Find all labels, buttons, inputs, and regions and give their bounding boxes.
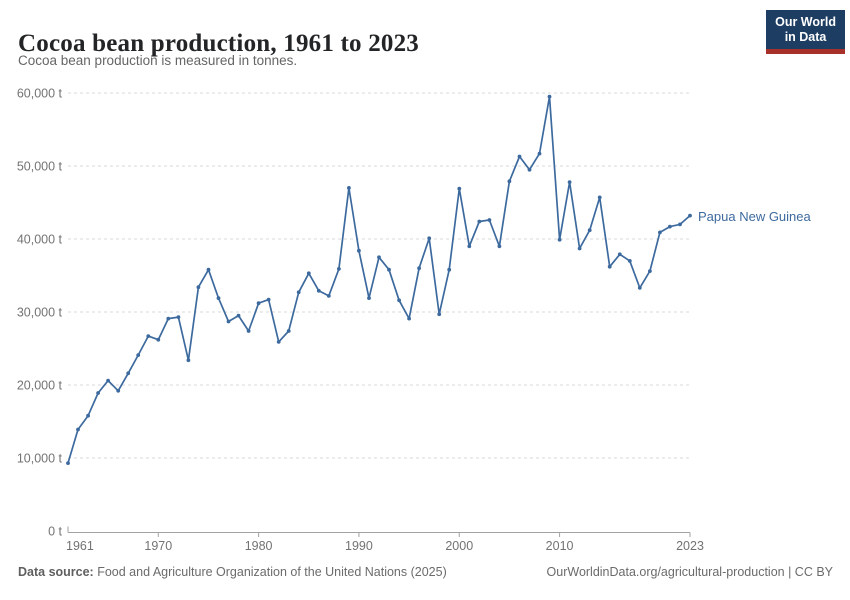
owid-logo-line2: in Data: [784, 30, 827, 44]
data-point-marker: [176, 315, 181, 319]
owid-logo[interactable]: Our World in Data: [766, 10, 845, 54]
data-point-marker: [337, 267, 341, 271]
data-point-marker: [306, 271, 311, 276]
chart-footer: Data source: Food and Agriculture Organi…: [18, 565, 833, 579]
x-axis-tick-label: 1990: [345, 539, 373, 553]
data-point-marker: [96, 391, 100, 395]
data-point-marker: [106, 378, 110, 383]
data-point-marker: [617, 252, 622, 257]
data-point-marker: [427, 236, 432, 241]
data-point-marker: [678, 222, 682, 227]
data-source-value: Food and Agriculture Organization of the…: [97, 565, 447, 579]
data-point-marker: [477, 219, 482, 224]
data-point-marker: [146, 334, 151, 338]
data-point-marker: [256, 301, 261, 306]
data-point-marker: [156, 337, 161, 342]
data-point-marker: [627, 259, 632, 263]
y-axis-tick-label: 10,000 t: [17, 452, 63, 466]
data-point-marker: [648, 269, 652, 273]
data-point-marker: [326, 294, 331, 298]
data-point-marker: [246, 329, 251, 333]
page-title: Cocoa bean production, 1961 to 2023: [18, 29, 420, 57]
owid-logo-line1: Our World: [775, 15, 836, 29]
y-axis-tick-label: 0 t: [48, 525, 62, 539]
data-point-marker: [447, 267, 452, 272]
data-point-marker: [668, 224, 672, 229]
x-axis-tick-label: 1980: [245, 539, 273, 553]
data-point-marker: [216, 296, 221, 300]
data-point-marker: [407, 316, 411, 321]
data-source-text: Data source: Food and Agriculture Organi…: [18, 565, 447, 579]
data-point-marker: [487, 218, 492, 222]
data-point-marker: [387, 267, 391, 272]
data-point-marker: [457, 186, 462, 191]
data-point-marker: [557, 237, 562, 242]
owid-link[interactable]: OurWorldinData.org/agricultural-producti…: [546, 565, 833, 579]
data-point-marker: [437, 312, 442, 317]
data-source-label: Data source:: [18, 565, 94, 579]
data-series-line: [67, 95, 691, 464]
data-point-marker: [206, 267, 211, 272]
data-point-marker: [377, 255, 381, 260]
data-point-marker: [587, 228, 592, 233]
x-axis-tick-label: 1970: [144, 539, 172, 553]
chart-subtitle: Cocoa bean production is measured in ton…: [18, 53, 298, 68]
data-point-marker: [397, 298, 401, 303]
data-point-marker: [577, 246, 582, 251]
data-point-marker: [276, 340, 281, 344]
data-point-marker: [186, 358, 191, 363]
data-point-marker: [236, 313, 241, 318]
x-axis-tick-label: 2010: [546, 539, 574, 553]
data-point-marker: [166, 316, 171, 321]
y-axis-tick-label: 20,000 t: [17, 379, 63, 393]
data-point-marker: [296, 290, 301, 295]
data-point-marker: [76, 427, 80, 432]
y-axis-tick-label: 60,000 t: [17, 87, 63, 101]
y-axis-tick-label: 50,000 t: [17, 160, 63, 174]
data-point-marker: [607, 264, 612, 269]
data-point-marker: [688, 213, 692, 218]
data-point-marker: [316, 288, 321, 293]
data-point-marker: [66, 461, 70, 465]
data-point-marker: [116, 388, 121, 393]
data-point-marker: [637, 286, 642, 290]
data-point-marker: [286, 329, 291, 333]
data-point-marker: [417, 266, 421, 271]
x-axis-tick-label: 1961: [66, 539, 94, 553]
data-point-marker: [86, 413, 90, 418]
data-point-marker: [527, 167, 532, 172]
data-point-marker: [347, 186, 351, 190]
data-point-marker: [126, 371, 131, 376]
data-point-marker: [567, 180, 572, 185]
x-axis-tick-label: 2000: [445, 539, 473, 553]
data-point-marker: [367, 296, 371, 300]
x-axis-tick-label: 2023: [676, 539, 704, 553]
data-point-marker: [196, 285, 201, 290]
data-point-marker: [537, 151, 542, 156]
data-point-marker: [658, 230, 662, 235]
data-point-marker: [597, 195, 602, 200]
data-point-marker: [467, 244, 472, 249]
data-point-marker: [497, 244, 502, 249]
data-point-marker: [357, 248, 361, 253]
data-point-marker: [507, 179, 512, 184]
series-end-label: Papua New Guinea: [698, 208, 811, 224]
data-point-marker: [136, 353, 141, 357]
data-point-marker: [517, 154, 522, 159]
y-axis-tick-label: 30,000 t: [17, 306, 63, 320]
y-axis-tick-label: 40,000 t: [17, 233, 63, 247]
data-point-marker: [266, 297, 271, 302]
data-point-marker: [547, 94, 552, 99]
data-point-marker: [226, 319, 231, 324]
